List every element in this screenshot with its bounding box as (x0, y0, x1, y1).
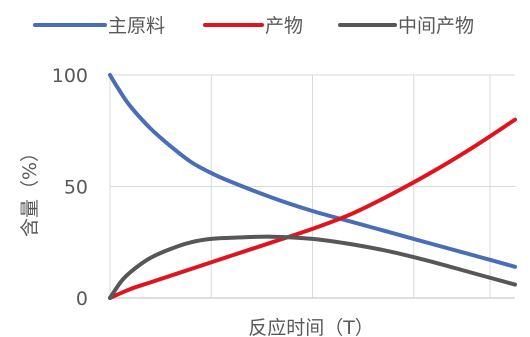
legend-label-2: 中间产物 (398, 15, 474, 37)
legend-label-1: 产物 (265, 15, 303, 37)
y-tick-label-0: 0 (76, 288, 88, 310)
y-tick-label-2: 100 (52, 65, 88, 87)
x-axis-title: 反应时间（T） (248, 317, 374, 337)
series-lines (108, 73, 517, 300)
legend-label-0: 主原料 (108, 15, 165, 37)
y-axis-title: 含量（%） (19, 143, 41, 237)
y-tick-label-1: 50 (64, 177, 88, 199)
axes (109, 75, 515, 299)
series-line-2 (108, 234, 517, 300)
grid-lines (110, 74, 515, 298)
tick-labels: 0 50 100 (52, 65, 88, 310)
legend: 主原料 产物 中间产物 (33, 15, 474, 37)
series-line-0 (108, 73, 517, 269)
